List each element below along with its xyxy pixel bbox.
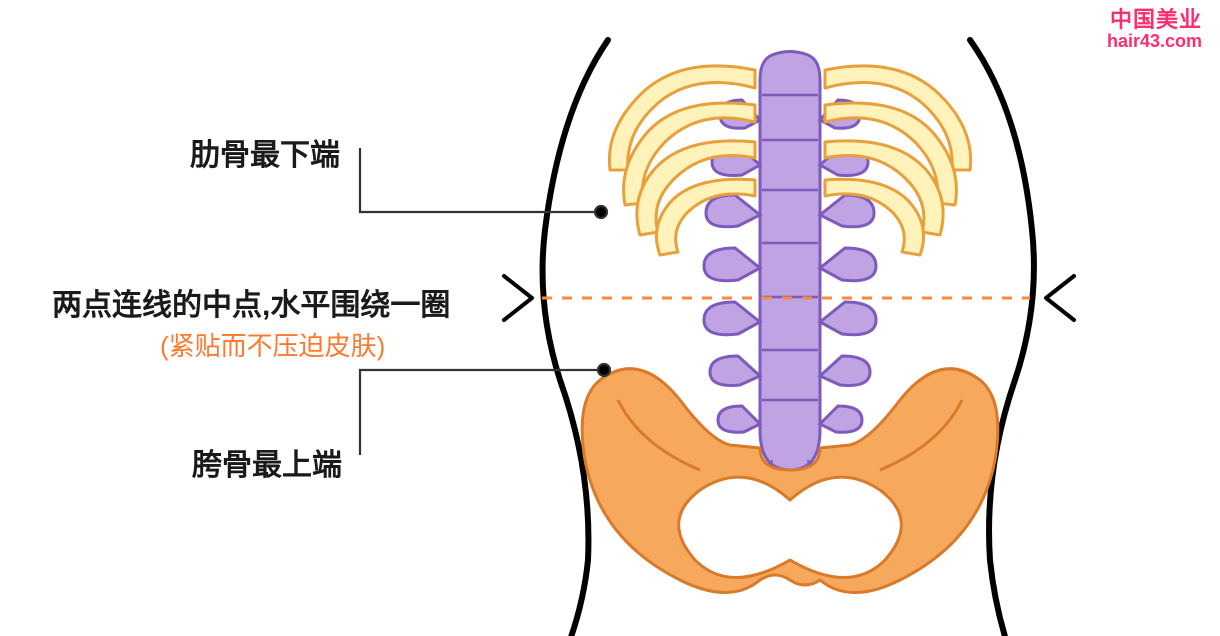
spine — [704, 52, 876, 511]
label-rib-lowest: 肋骨最下端 — [190, 130, 340, 174]
label-midpoint-sub: (紧贴而不压迫皮肤) — [160, 326, 385, 363]
label-midpoint-main: 两点连线的中点,水平围绕一圈 — [52, 280, 450, 324]
caret-left — [504, 276, 532, 320]
torso-outline-left — [543, 40, 608, 636]
diagram-canvas: 中国美业 hair43.com — [0, 0, 1220, 636]
label-hip-highest: 胯骨最上端 — [192, 440, 342, 484]
caret-right — [1046, 276, 1074, 320]
torso-outline-right — [970, 40, 1034, 636]
